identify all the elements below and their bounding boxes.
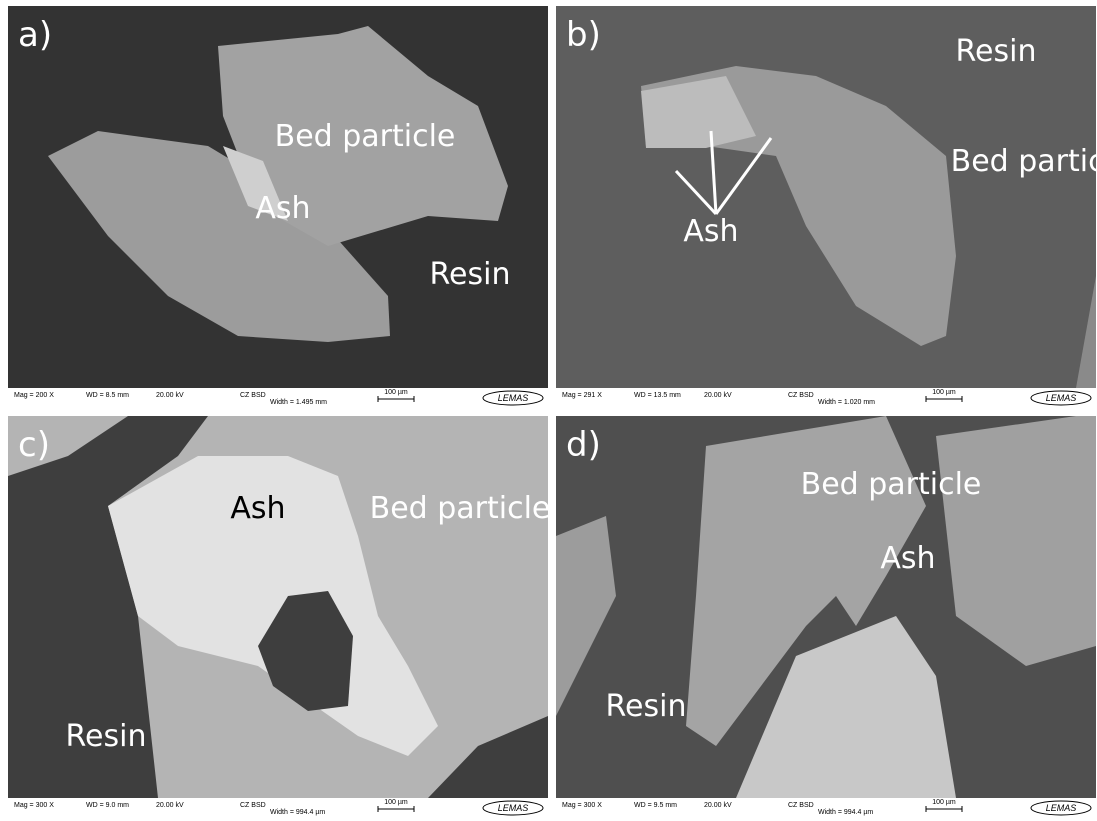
panel-label: a) bbox=[18, 15, 52, 55]
scale-text: 100 µm bbox=[384, 389, 408, 396]
annotation: Ash bbox=[683, 214, 738, 249]
info-bar: Mag = 300 X WD = 9.5 mm 20.00 kV CZ BSD Widt… bbox=[556, 798, 1096, 816]
mag: Mag = 200 X bbox=[14, 392, 54, 399]
logo: LEMAS bbox=[498, 393, 529, 403]
wd: WD = 8.5 mm bbox=[86, 392, 129, 399]
annotation: Resin bbox=[430, 257, 511, 292]
figure: a) Bed particle Ash Resin Mag = 200 X WD = 8.… bbox=[0, 0, 1097, 821]
annotation: Ash bbox=[880, 541, 935, 576]
kv: 20.00 kV bbox=[704, 802, 732, 809]
mag: Mag = 291 X bbox=[562, 392, 602, 399]
kv: 20.00 kV bbox=[156, 802, 184, 809]
width: Width = 1.020 mm bbox=[818, 399, 875, 406]
scale-text: 100 µm bbox=[932, 799, 956, 806]
logo: LEMAS bbox=[1046, 803, 1077, 813]
panel: b) Resin Bed particle Ash Mag = 291 X WD = 13… bbox=[556, 6, 1097, 406]
scale-text: 100 µm bbox=[932, 389, 956, 396]
annotation: Ash bbox=[255, 191, 310, 226]
mag: Mag = 300 X bbox=[562, 802, 602, 809]
panel: a) Bed particle Ash Resin Mag = 200 X WD = 8.… bbox=[8, 6, 548, 406]
annotation: Bed particle bbox=[801, 467, 982, 502]
panel-label: d) bbox=[566, 425, 601, 465]
logo: LEMAS bbox=[498, 803, 529, 813]
annotation: Resin bbox=[606, 689, 687, 724]
width: Width = 994.4 µm bbox=[270, 809, 325, 816]
detector: CZ BSD bbox=[788, 802, 814, 809]
width: Width = 994.4 µm bbox=[818, 809, 873, 816]
info-bar: Mag = 300 X WD = 9.0 mm 20.00 kV CZ BSD Widt… bbox=[8, 798, 548, 816]
panel-label: c) bbox=[18, 425, 50, 465]
annotation: Bed particle bbox=[370, 491, 551, 526]
annotation: Bed particle bbox=[275, 119, 456, 154]
wd: WD = 9.0 mm bbox=[86, 802, 129, 809]
annotation: Resin bbox=[66, 719, 147, 754]
kv: 20.00 kV bbox=[704, 392, 732, 399]
kv: 20.00 kV bbox=[156, 392, 184, 399]
logo: LEMAS bbox=[1046, 393, 1077, 403]
annotation: Bed particle bbox=[951, 144, 1097, 179]
annotation: Ash bbox=[230, 491, 285, 526]
wd: WD = 13.5 mm bbox=[634, 392, 681, 399]
detector: CZ BSD bbox=[240, 802, 266, 809]
mag: Mag = 300 X bbox=[14, 802, 54, 809]
wd: WD = 9.5 mm bbox=[634, 802, 677, 809]
annotation: Resin bbox=[956, 34, 1037, 69]
panel: c) Ash Bed particle Resin Mag = 300 X WD = 9.… bbox=[8, 416, 550, 816]
panel-label: b) bbox=[566, 15, 601, 55]
info-bar: Mag = 291 X WD = 13.5 mm 20.00 kV CZ BSD Wid… bbox=[556, 388, 1096, 406]
detector: CZ BSD bbox=[788, 392, 814, 399]
detector: CZ BSD bbox=[240, 392, 266, 399]
panel: d) Bed particle Ash Resin Mag = 300 X WD = 9.… bbox=[556, 416, 1096, 816]
scale-text: 100 µm bbox=[384, 799, 408, 806]
info-bar: Mag = 200 X WD = 8.5 mm 20.00 kV CZ BSD Widt… bbox=[8, 388, 548, 406]
width: Width = 1.495 mm bbox=[270, 399, 327, 406]
